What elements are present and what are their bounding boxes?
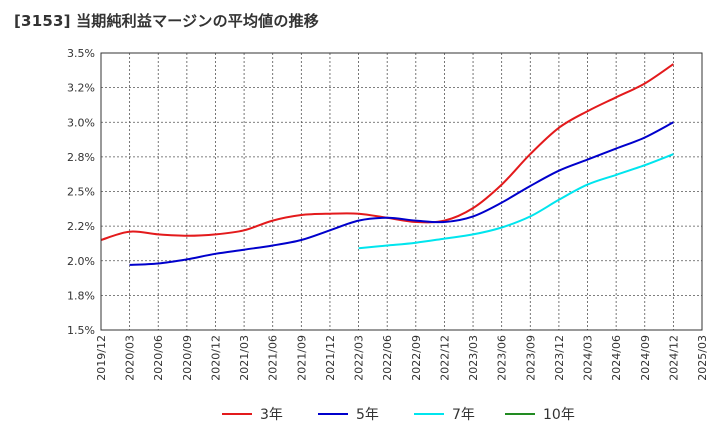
x-tick-label: 2023/06 [496, 335, 509, 381]
x-tick-label: 2019/12 [95, 335, 108, 381]
x-tick-label: 2021/03 [238, 335, 251, 381]
x-tick-label: 2021/09 [295, 335, 308, 381]
y-tick-label: 2.0% [67, 255, 95, 268]
x-tick-label: 2020/06 [152, 335, 165, 381]
x-tick-label: 2025/03 [696, 335, 709, 381]
y-tick-label: 2.5% [67, 186, 95, 199]
y-tick-label: 1.5% [67, 324, 95, 337]
x-tick-label: 2024/09 [639, 335, 652, 381]
grid [100, 52, 703, 331]
plot-frame [100, 52, 703, 331]
y-tick-label: 3.2% [67, 82, 95, 95]
x-tick-label: 2022/06 [381, 335, 394, 381]
x-tick-label: 2021/12 [324, 335, 337, 381]
series-lines [100, 63, 674, 266]
x-tick-label: 2024/12 [667, 335, 680, 381]
x-tick-label: 2024/03 [582, 335, 595, 381]
x-tick-label: 2022/03 [353, 335, 366, 381]
y-tick-label: 1.8% [67, 289, 95, 302]
y-axis-ticks: 1.5% 1.8% 2.0% 2.2% 2.5% 2.8% 3.0% 3.2% 3.5% [67, 47, 95, 337]
legend: 3年 5年 7年 10年 [222, 407, 575, 423]
x-tick-label: 2022/09 [410, 335, 423, 381]
legend-label-7年: 7年 [452, 407, 475, 423]
y-tick-label: 2.2% [67, 220, 95, 233]
x-tick-label: 2020/03 [124, 335, 137, 381]
legend-label-3年: 3年 [260, 407, 283, 423]
y-tick-label: 3.5% [67, 47, 95, 60]
x-tick-label: 2023/09 [524, 335, 537, 381]
x-tick-label: 2024/06 [610, 335, 623, 381]
x-tick-label: 2022/12 [438, 335, 451, 381]
y-tick-label: 2.8% [67, 151, 95, 164]
series-line-7年 [358, 153, 674, 250]
series-line-5年 [129, 121, 674, 266]
legend-label-5年: 5年 [356, 407, 379, 423]
x-tick-label: 2020/09 [181, 335, 194, 381]
y-tick-label: 3.0% [67, 116, 95, 129]
x-tick-label: 2020/12 [209, 335, 222, 381]
chart-title: [3153] 当期純利益マージンの平均値の推移 [14, 12, 319, 30]
legend-label-10年: 10年 [543, 407, 575, 423]
x-tick-label: 2023/03 [467, 335, 480, 381]
x-axis-ticks: 2019/12 2020/03 2020/06 2020/09 2020/12 2021/… [95, 335, 709, 381]
x-tick-label: 2021/06 [267, 335, 280, 381]
x-tick-label: 2023/12 [553, 335, 566, 381]
